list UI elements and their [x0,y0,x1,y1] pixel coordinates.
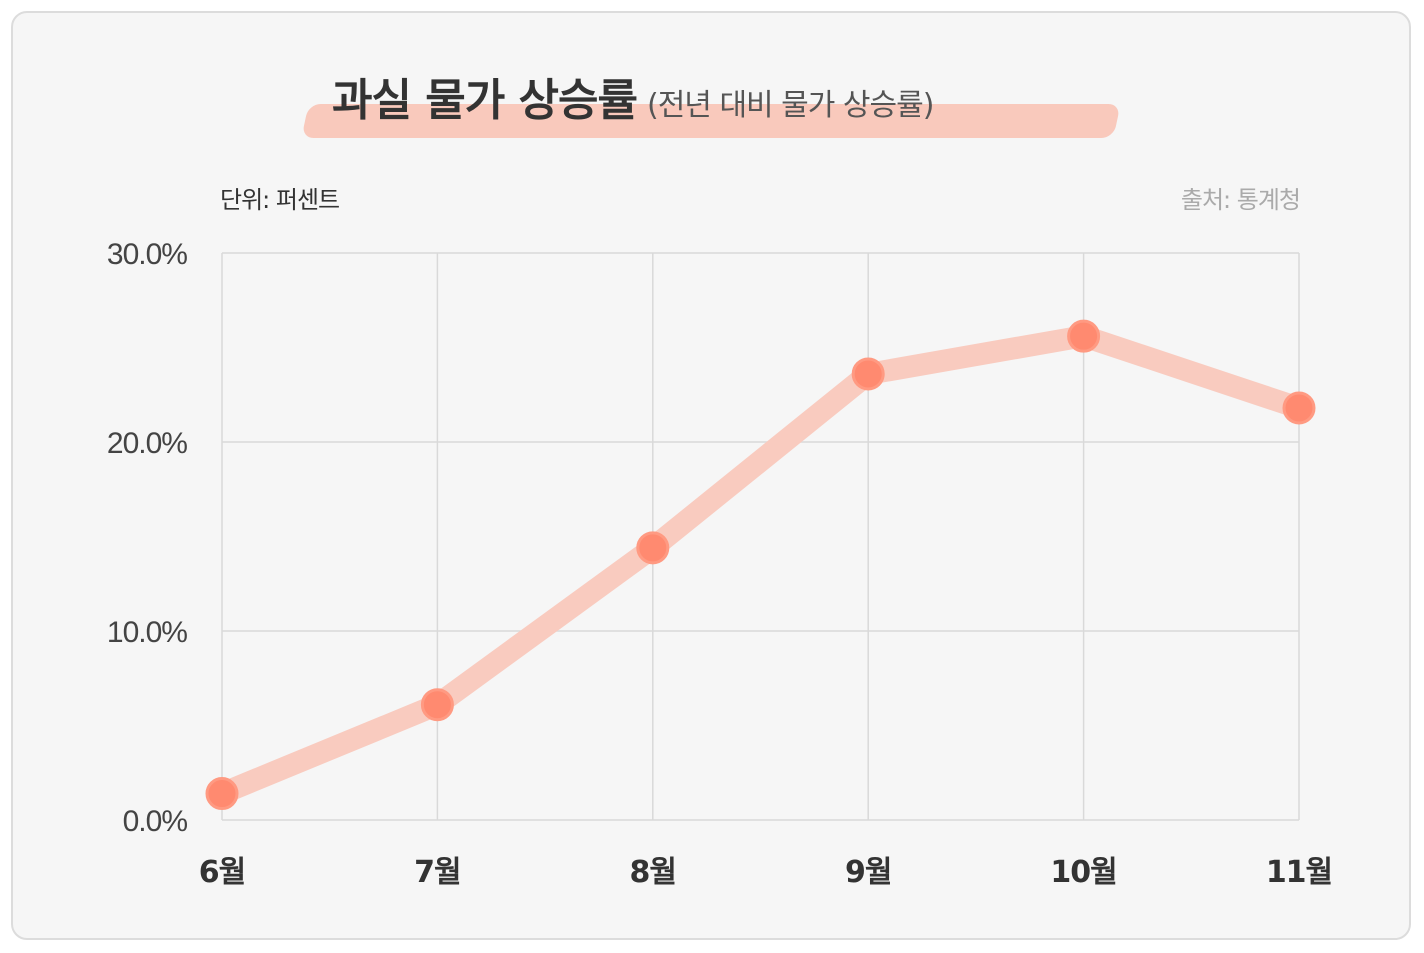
series-layer [205,319,1316,811]
x-tick-label: 6월 [199,855,245,890]
data-point [420,688,454,722]
x-tick-label: 7월 [414,855,460,890]
source-label: 출처: 통계청 [1180,186,1301,214]
x-tick-label: 10월 [1050,855,1116,890]
y-tick-label: 10.0% [107,616,187,649]
title-line: 과실 물가 상승률 (전년 대비 물가 상승률) [332,64,934,128]
chart-title: 과실 물가 상승률 [332,75,638,126]
data-point [1067,319,1101,353]
data-point [636,531,670,565]
y-tick-label: 0.0% [123,805,188,838]
y-tick-label: 30.0% [107,238,187,271]
axis-labels: 0.0% 10.0% 20.0% 30.0% 6월 7월 8월 9월 10월 11월 [107,238,1333,890]
x-tick-label: 9월 [845,855,891,890]
series-line [211,325,1310,805]
x-tick-label: 11월 [1266,855,1332,890]
data-point [1282,391,1316,425]
unit-label: 단위: 퍼센트 [220,186,340,214]
title-block: 과실 물가 상승률 (전년 대비 물가 상승률) [300,62,1130,142]
chart-subtitle: (전년 대비 물가 상승률) [647,88,934,123]
data-point [205,777,239,811]
data-point [851,357,885,391]
x-tick-label: 8월 [630,855,676,890]
y-tick-label: 20.0% [107,427,187,460]
